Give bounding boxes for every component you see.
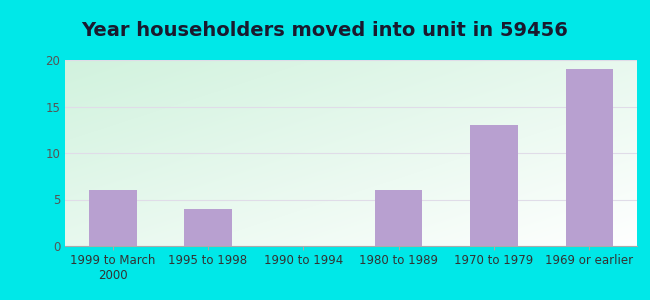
- Bar: [566, 69, 613, 246]
- Bar: [89, 190, 136, 246]
- Bar: [184, 209, 232, 246]
- Bar: [470, 125, 518, 246]
- Bar: [375, 190, 422, 246]
- Text: Year householders moved into unit in 59456: Year householders moved into unit in 594…: [81, 21, 569, 40]
